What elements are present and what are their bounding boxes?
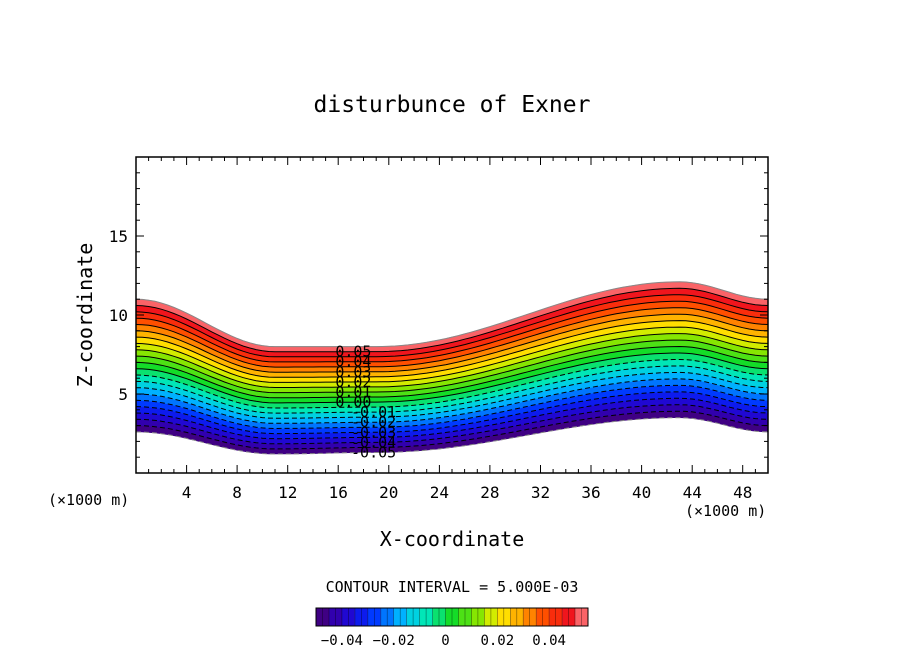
contour-line (136, 417, 768, 455)
x-tick-label: 12 (278, 483, 297, 502)
contour-line (136, 320, 768, 378)
y-axis-ticks: 5 10 15 (109, 156, 768, 474)
contour-label: -0.04 (351, 433, 396, 451)
x-tick-label: 36 (581, 483, 600, 502)
x-tick-label: 16 (329, 483, 348, 502)
x-axis-label: X-coordinate (380, 527, 525, 551)
chart-title: disturbunce of Exner (314, 92, 591, 118)
contour-label: 0.01 (335, 383, 371, 401)
x-unit-right: (×1000 m) (685, 502, 766, 520)
contour-line (136, 404, 768, 445)
contour-line (136, 300, 768, 363)
contour-label: 0.03 (335, 363, 371, 381)
contour-line (136, 326, 768, 383)
contour-line (136, 287, 768, 353)
colorbar-ticks: −0.04 −0.02 0 0.02 0.04 (321, 633, 566, 649)
contour-label: -0.02 (351, 413, 396, 431)
x-tick-label: 48 (733, 483, 752, 502)
x-unit-left: (×1000 m) (48, 491, 129, 509)
contour-line (136, 391, 768, 435)
x-tick-label: 40 (632, 483, 651, 502)
contour-label: 0.02 (335, 373, 371, 391)
y-tick-label: 10 (109, 306, 128, 325)
contour-label: 0.04 (335, 353, 371, 371)
contour-line (136, 371, 768, 419)
contour-label: -0.01 (351, 403, 396, 421)
colorbar-tick-label: −0.04 (321, 633, 363, 649)
x-tick-label: 8 (232, 483, 242, 502)
contour-line (136, 333, 768, 388)
contour-line (136, 397, 768, 440)
colorbar-frame (315, 607, 589, 627)
y-tick-label: 15 (109, 227, 128, 246)
x-axis-ticks: 4 8 12 16 20 24 28 32 36 40 44 48 (135, 157, 769, 502)
contour-lines (136, 281, 768, 455)
contour-label: 0.05 (335, 343, 371, 361)
x-tick-label: 4 (182, 483, 192, 502)
y-axis-label: Z-coordinate (73, 243, 97, 388)
contour-label: -0.05 (351, 444, 396, 462)
contour-line (136, 410, 768, 450)
x-tick-label: 20 (379, 483, 398, 502)
contour-line (136, 359, 768, 409)
contour-line (136, 307, 768, 368)
contour-line (136, 281, 768, 348)
contour-line (136, 384, 768, 430)
contour-line (136, 345, 768, 399)
colorbar-tick-label: 0 (441, 633, 449, 649)
x-tick-label: 24 (430, 483, 449, 502)
contour-label: 0.00 (335, 393, 371, 411)
contour-labels: 0.050.040.030.020.010.00-0.01-0.02-0.03-… (335, 343, 396, 462)
contour-line (136, 313, 768, 373)
colorbar-tick-label: 0.04 (532, 633, 566, 649)
contour-interval: CONTOUR INTERVAL = 5.000E-03 (326, 578, 579, 596)
x-tick-label: 28 (480, 483, 499, 502)
x-tick-label: 44 (683, 483, 702, 502)
colorbar-tick-label: −0.02 (373, 633, 415, 649)
y-tick-label: 5 (118, 385, 128, 404)
x-tick-label: 32 (531, 483, 550, 502)
colorbar-tick-label: 0.02 (480, 633, 514, 649)
contour-line (136, 378, 768, 424)
contour-line (136, 294, 768, 358)
contour-line (136, 365, 768, 414)
contour-line (136, 339, 768, 394)
colorbar (315, 607, 589, 627)
contour-label: -0.03 (351, 423, 396, 441)
contour-line (136, 352, 768, 404)
